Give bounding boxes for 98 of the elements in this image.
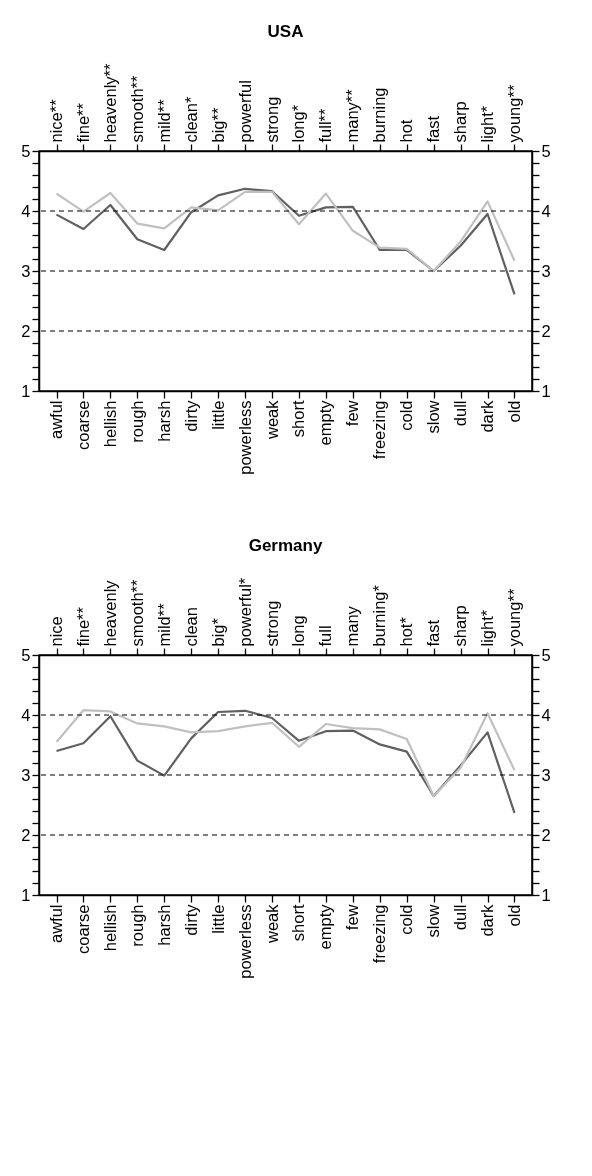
x-tick-label: few — [343, 904, 362, 931]
x-tick-label: dark — [478, 903, 497, 937]
annotation: light* — [478, 609, 497, 647]
x-tick-label: dirty — [181, 903, 200, 936]
y2-tick-label: 4 — [541, 705, 551, 724]
x-tick-label: weak — [262, 903, 281, 945]
x-tick-label: powerless — [235, 904, 254, 979]
x-tick-label: short — [289, 400, 308, 438]
line-series — [55, 187, 516, 296]
y-tick-label: 2 — [21, 825, 31, 844]
x-tick-label: coarse — [73, 904, 92, 955]
annotation: mild** — [154, 602, 173, 647]
x-tick-label: hellish — [100, 400, 119, 448]
annotation: full** — [316, 107, 335, 143]
x-tick-label: harsh — [154, 904, 173, 946]
x-tick-label: old — [504, 400, 523, 423]
y-tick-label: 1 — [21, 885, 31, 904]
annotation: long* — [289, 104, 308, 143]
x-tick-label: freezing — [370, 904, 389, 964]
y-tick-label: 4 — [21, 201, 31, 220]
x-tick-label: slow — [424, 904, 443, 938]
annotation: mild** — [154, 98, 173, 143]
x-tick-label: awful — [47, 400, 66, 440]
y-tick-label: 3 — [21, 765, 31, 784]
annotation: fine** — [73, 102, 92, 143]
x-tick-label: harsh — [154, 400, 173, 442]
x-tick-label: slow — [424, 400, 443, 434]
x-tick-label: short — [289, 904, 308, 942]
y2-tick-label: 5 — [541, 141, 551, 160]
y-tick-label: 5 — [21, 645, 31, 664]
x-tick-label: awful — [47, 904, 66, 944]
annotation: sharp — [451, 605, 470, 647]
x-tick-label: empty — [316, 903, 335, 950]
x-tick-label: little — [208, 400, 227, 430]
y-tick-label: 1 — [21, 381, 31, 400]
annotation: strong — [262, 96, 281, 143]
annotation: powerful* — [235, 577, 254, 647]
x-tick-label: freezing — [370, 400, 389, 460]
annotation: burning — [370, 87, 389, 143]
x-tick-label: weak — [262, 399, 281, 441]
x-tick-label: cold — [397, 400, 416, 431]
x-tick-label: coarse — [73, 400, 92, 451]
x-tick-label: cold — [397, 904, 416, 935]
line-series — [55, 190, 516, 273]
annotation: fine** — [73, 606, 92, 647]
y2-tick-label: 2 — [541, 321, 551, 340]
annotation: hot* — [397, 616, 416, 647]
annotation: smooth** — [127, 74, 146, 143]
x-tick-label: empty — [316, 399, 335, 446]
annotation: fast — [424, 619, 443, 647]
x-tick-label: dirty — [181, 399, 200, 432]
annotation: long — [289, 615, 308, 647]
y-tick-label: 2 — [21, 321, 31, 340]
annotation: big** — [208, 107, 227, 143]
annotation: powerful — [235, 80, 254, 143]
line-series — [55, 709, 516, 798]
line-series — [55, 709, 516, 814]
annotation: heavenly — [100, 579, 119, 647]
x-tick-label: little — [208, 904, 227, 934]
x-tick-label: rough — [127, 904, 146, 947]
annotation: young** — [504, 588, 523, 647]
y2-tick-label: 2 — [541, 825, 551, 844]
annotation: smooth** — [127, 578, 146, 647]
y-tick-label: 5 — [21, 141, 31, 160]
y-tick-label: 3 — [21, 261, 31, 280]
y-tick-label: 4 — [21, 705, 31, 724]
chart-title: USA — [267, 22, 304, 42]
annotation: many** — [343, 88, 362, 143]
x-tick-label: hellish — [100, 904, 119, 952]
annotation: fast — [424, 115, 443, 143]
x-tick-label: few — [343, 400, 362, 427]
annotation: clean* — [181, 96, 200, 143]
y2-tick-label: 5 — [541, 645, 551, 664]
y2-tick-label: 3 — [541, 765, 551, 784]
annotation: full — [316, 625, 335, 647]
annotation: nice — [47, 616, 66, 647]
annotation: hot — [397, 119, 416, 143]
annotation: heavenly** — [100, 63, 119, 143]
annotation: burning* — [370, 584, 389, 647]
annotation: clean — [181, 607, 200, 647]
x-tick-label: rough — [127, 400, 146, 443]
x-tick-label: dull — [451, 904, 470, 931]
y2-tick-label: 4 — [541, 201, 551, 220]
annotation: strong — [262, 600, 281, 647]
y2-tick-label: 1 — [541, 381, 551, 400]
annotation: young** — [504, 84, 523, 143]
x-tick-label: powerless — [235, 400, 254, 475]
annotation: big* — [208, 617, 227, 647]
x-tick-label: dull — [451, 400, 470, 427]
y2-tick-label: 1 — [541, 885, 551, 904]
annotation: nice** — [47, 98, 66, 143]
x-tick-label: old — [504, 904, 523, 927]
annotation: light* — [478, 105, 497, 143]
annotation: sharp — [451, 101, 470, 143]
annotation: many — [343, 605, 362, 647]
chart-title: Germany — [248, 536, 323, 556]
y2-tick-label: 3 — [541, 261, 551, 280]
x-tick-label: dark — [478, 399, 497, 433]
